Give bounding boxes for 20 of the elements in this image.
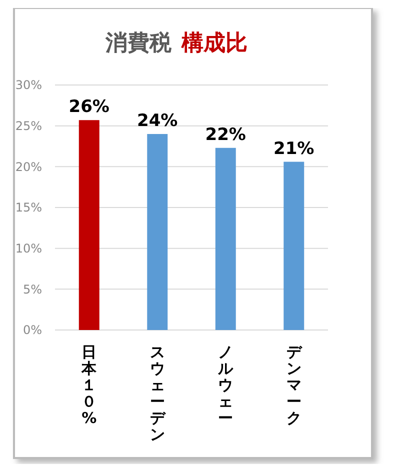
bar [78, 120, 100, 330]
bar [284, 162, 304, 330]
y-tick-label: 0% [22, 323, 42, 338]
chart-title: 消費税 構成比 [104, 31, 248, 56]
bar [147, 134, 168, 330]
x-tick-label: スウェーデン [150, 343, 167, 444]
x-tick-label: デンマーク [286, 343, 304, 427]
y-tick-label: 20% [15, 160, 42, 174]
y-tick-label: 5% [22, 282, 42, 296]
bar [215, 148, 236, 330]
x-tick-label: ノルウェー [217, 343, 234, 427]
y-tick-label: 10% [15, 242, 42, 256]
data-label: 21% [274, 138, 314, 159]
data-label: 24% [137, 111, 178, 131]
y-tick-label: 25% [15, 119, 42, 134]
y-tick-label: 30% [15, 78, 42, 92]
y-tick-label: 15% [15, 200, 42, 215]
data-label: 22% [205, 124, 246, 145]
x-tick-label: 日本１０% [80, 343, 98, 427]
data-label: 26% [68, 97, 110, 118]
